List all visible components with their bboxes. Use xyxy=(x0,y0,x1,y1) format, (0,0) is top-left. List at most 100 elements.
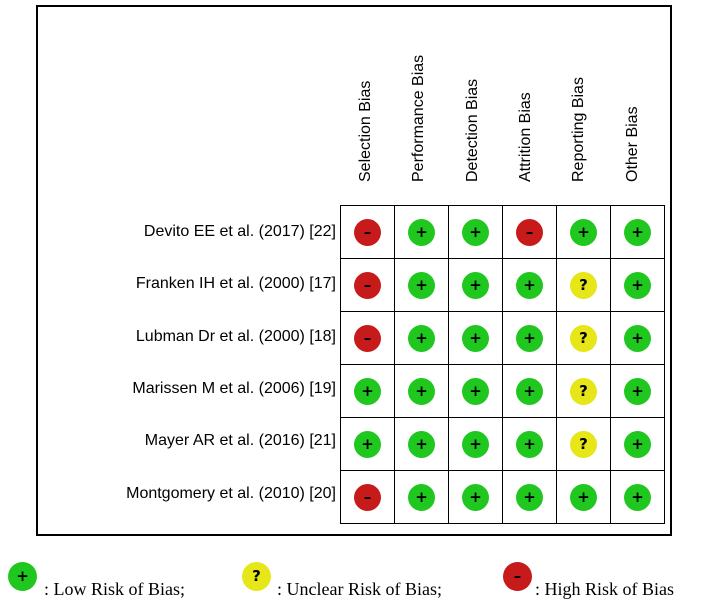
unclear-risk-icon: ? xyxy=(570,324,597,352)
column-header-label: Performance Bias xyxy=(410,54,428,182)
column-header-label: Reporting Bias xyxy=(570,77,588,182)
low-risk-icon: + xyxy=(462,324,489,352)
low-risk-icon: + xyxy=(354,430,381,458)
column-header: Selection Bias xyxy=(340,10,393,198)
study-label: Devito EE et al. (2017) [22] xyxy=(143,223,336,240)
grid-cell: + xyxy=(502,417,557,471)
high-risk-icon: – xyxy=(516,218,543,246)
table-row: – + + +? + xyxy=(340,311,665,365)
risk-of-bias-figure xyxy=(36,5,672,536)
high-risk-icon: – xyxy=(354,483,381,511)
low-risk-icon: + xyxy=(408,483,435,511)
study-label: Franken IH et al. (2000) [17] xyxy=(135,275,336,293)
grid-cell: + xyxy=(556,205,611,259)
high-risk-icon: – xyxy=(354,271,381,299)
low-risk-icon: + xyxy=(516,324,543,352)
table-row: – + + + + + xyxy=(340,470,665,524)
grid-cell: + xyxy=(394,205,449,259)
low-risk-icon: + xyxy=(462,483,489,511)
legend-low-label: : Low Risk of Bias; xyxy=(44,579,186,599)
legend: + : Low Risk of Bias; ? : Unclear Risk o… xyxy=(0,562,715,608)
column-header-label: Detection Bias xyxy=(463,78,481,182)
low-risk-icon: + xyxy=(624,377,651,405)
grid-cell: + xyxy=(610,258,665,312)
risk-grid: – + + – + + – + + +? + – + + +? + + + + +? + + + + +? + – + + + + + xyxy=(340,205,665,524)
low-risk-icon: + xyxy=(462,430,489,458)
unclear-risk-icon: ? xyxy=(570,271,597,299)
grid-cell: + xyxy=(448,364,503,418)
column-header-label: Selection Bias xyxy=(357,80,374,182)
low-risk-icon: + xyxy=(516,483,543,511)
grid-cell: + xyxy=(394,470,449,524)
grid-cell: ? xyxy=(556,417,611,471)
grid-cell: + xyxy=(448,417,503,471)
low-risk-icon: + xyxy=(408,430,435,458)
low-risk-icon: + xyxy=(516,377,543,405)
low-risk-icon: + xyxy=(354,377,381,405)
grid-cell: + xyxy=(394,258,449,312)
legend-unclear-label: : Unclear Risk of Bias; xyxy=(277,579,442,599)
low-risk-icon: + xyxy=(408,218,435,246)
grid-cell: ? xyxy=(556,364,611,418)
low-risk-icon: + xyxy=(624,218,651,246)
grid-cell: + xyxy=(448,258,503,312)
legend-high-label: : High Risk of Bias xyxy=(535,579,675,599)
grid-cell: – xyxy=(340,311,395,365)
table-row: + + + +? + xyxy=(340,364,665,418)
grid-cell: – xyxy=(340,470,395,524)
low-risk-icon: + xyxy=(462,271,489,299)
grid-cell: + xyxy=(610,470,665,524)
table-row: – + + – + + xyxy=(340,205,665,259)
legend-high-icon: – xyxy=(503,562,532,591)
grid-cell: + xyxy=(610,417,665,471)
grid-cell: + xyxy=(502,258,557,312)
column-header-label: Attrition Bias xyxy=(516,92,534,182)
low-risk-icon: + xyxy=(570,218,597,246)
high-risk-icon: – xyxy=(354,324,381,352)
low-risk-icon: + xyxy=(408,377,435,405)
column-header: Other Bias xyxy=(607,10,660,198)
table-row: + + + +? + xyxy=(340,417,665,471)
low-risk-icon: + xyxy=(408,324,435,352)
low-risk-icon: + xyxy=(408,271,435,299)
low-risk-icon: + xyxy=(624,483,651,511)
low-risk-icon: + xyxy=(462,377,489,405)
low-risk-icon: + xyxy=(462,218,489,246)
grid-cell: + xyxy=(394,311,449,365)
low-risk-icon: + xyxy=(516,271,543,299)
grid-cell: + xyxy=(502,470,557,524)
grid-cell: + xyxy=(394,364,449,418)
unclear-risk-icon: ? xyxy=(570,377,597,405)
study-label: Mayer AR et al. (2016) [21] xyxy=(144,432,336,450)
low-risk-icon: + xyxy=(624,271,651,299)
grid-cell: + xyxy=(610,364,665,418)
grid-cell: + xyxy=(448,311,503,365)
column-header: Reporting Bias xyxy=(553,10,606,198)
grid-cell: + xyxy=(448,470,503,524)
grid-cell: + xyxy=(610,205,665,259)
grid-cell: ? xyxy=(556,258,611,312)
grid-cell: + xyxy=(610,311,665,365)
grid-cell: – xyxy=(340,258,395,312)
column-header: Performance Bias xyxy=(393,10,446,198)
table-row: – + + +? + xyxy=(340,258,665,312)
grid-cell: + xyxy=(340,417,395,471)
study-label: Montgomery et al. (2010) [20] xyxy=(126,484,336,502)
column-header: Attrition Bias xyxy=(500,10,553,198)
grid-cell: ? xyxy=(556,311,611,365)
low-risk-icon: + xyxy=(624,324,651,352)
legend-unclear-icon: ? xyxy=(242,562,271,591)
grid-cell: – xyxy=(340,205,395,259)
low-risk-icon: + xyxy=(516,430,543,458)
grid-cell: + xyxy=(340,364,395,418)
grid-cell: + xyxy=(556,470,611,524)
unclear-risk-icon: ? xyxy=(570,430,597,458)
study-label: Marissen M et al. (2006) [19] xyxy=(132,379,336,397)
study-label: Lubman Dr et al. (2000) [18] xyxy=(135,327,336,345)
grid-cell: + xyxy=(502,311,557,365)
legend-low-icon: + xyxy=(8,562,37,591)
grid-cell: – xyxy=(502,205,557,259)
low-risk-icon: + xyxy=(570,483,597,511)
grid-cell: + xyxy=(394,417,449,471)
low-risk-icon: + xyxy=(624,430,651,458)
